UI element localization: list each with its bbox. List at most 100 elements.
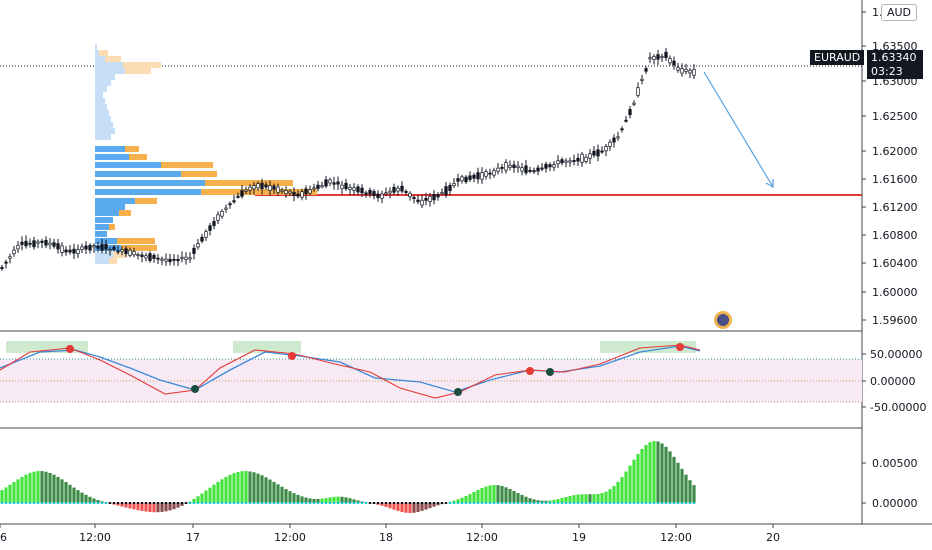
- zero-marker: [80, 502, 84, 504]
- histogram-bar: [480, 488, 484, 503]
- forecast-arrow[interactable]: [703, 71, 774, 188]
- time-tick-label: 12:00: [466, 531, 498, 544]
- candle-body: [60, 245, 64, 253]
- candle-body: [692, 69, 696, 76]
- candle-body: [564, 160, 568, 163]
- histogram-bar: [476, 489, 480, 503]
- candle-body: [680, 68, 684, 74]
- candle-body: [36, 241, 40, 244]
- zero-marker: [356, 502, 360, 504]
- zero-marker: [176, 502, 180, 504]
- zero-marker: [200, 502, 204, 504]
- zero-marker: [328, 502, 332, 504]
- histogram-bar: [300, 496, 304, 503]
- histogram-bar: [272, 481, 276, 503]
- zero-marker: [380, 502, 384, 504]
- currency-badge[interactable]: AUD: [880, 4, 917, 21]
- candle-body: [392, 186, 396, 193]
- candle-body: [508, 165, 512, 168]
- volume-profile-bar: [95, 98, 105, 104]
- histogram-bar: [560, 498, 564, 503]
- price-tick-label: 1.61200: [872, 201, 918, 214]
- candle-body: [56, 243, 60, 250]
- histogram-bar: [640, 448, 644, 503]
- zero-marker: [396, 502, 400, 504]
- candle-body: [180, 256, 184, 259]
- overbought-zone: [233, 341, 301, 353]
- volume-profile-bar: [95, 217, 113, 223]
- candle-body: [576, 157, 580, 162]
- candle-body: [424, 197, 428, 201]
- price-axis[interactable]: 1.61.635001.630001.625001.620001.616001.…: [862, 6, 918, 327]
- cross-signal-dot: [288, 352, 296, 360]
- time-tick-label: 12:00: [79, 531, 111, 544]
- candle-body: [148, 253, 152, 261]
- zero-marker: [76, 502, 80, 504]
- gear-icon[interactable]: [714, 311, 732, 329]
- histogram-bar: [88, 496, 92, 503]
- zero-marker: [4, 502, 8, 504]
- zero-marker: [444, 502, 448, 504]
- zero-marker: [412, 502, 416, 504]
- zero-marker: [392, 502, 396, 504]
- candle-body: [304, 188, 308, 195]
- histogram-bar: [240, 471, 244, 503]
- volume-profile-bar: [95, 122, 113, 128]
- candle-body: [632, 102, 636, 105]
- time-axis[interactable]: 6 12:00 17 12:00 18 12:00 19 12:00 20: [0, 524, 780, 544]
- zero-marker: [24, 502, 28, 504]
- histogram-bar: [652, 441, 656, 503]
- zero-marker: [292, 502, 296, 504]
- histogram-bar: [432, 503, 436, 507]
- zero-marker: [8, 502, 12, 504]
- oscillator-axis[interactable]: 50.00000 0.00000 -50.00000: [862, 348, 926, 414]
- candle-body: [628, 109, 632, 116]
- histogram-bar: [248, 471, 252, 503]
- histogram-series: [0, 441, 696, 513]
- histogram-bar: [28, 472, 32, 503]
- zero-marker: [56, 502, 60, 504]
- candle-body: [660, 56, 664, 59]
- histogram-bar: [596, 493, 600, 503]
- histogram-bar: [352, 499, 356, 503]
- zero-marker: [40, 502, 44, 504]
- candle-body: [408, 192, 412, 198]
- zero-marker: [360, 502, 364, 504]
- candle-body: [208, 225, 212, 231]
- zero-marker: [16, 502, 20, 504]
- candle-body: [52, 242, 56, 247]
- candle-body: [28, 242, 32, 245]
- zero-marker: [584, 502, 588, 504]
- candle-body: [288, 190, 292, 194]
- zero-marker: [684, 502, 688, 504]
- histogram-bar: [488, 485, 492, 503]
- zero-marker: [308, 502, 312, 504]
- zero-marker: [500, 502, 504, 504]
- zero-marker: [516, 502, 520, 504]
- candle-body: [108, 249, 112, 252]
- histogram-bar: [204, 490, 208, 503]
- histogram-axis[interactable]: 0.00500 0.00000: [862, 457, 918, 510]
- volume-profile-bar: [95, 92, 103, 98]
- zero-marker: [688, 502, 692, 504]
- volume-profile-bar: [181, 171, 217, 177]
- zero-marker: [416, 502, 420, 504]
- candle-body: [532, 170, 536, 173]
- zero-marker: [612, 502, 616, 504]
- candle-body: [184, 256, 188, 260]
- zero-marker: [332, 502, 336, 504]
- zero-marker: [288, 502, 292, 504]
- candle-body: [536, 167, 540, 172]
- zero-marker: [48, 502, 52, 504]
- histogram-bar: [396, 503, 400, 511]
- zero-marker: [424, 502, 428, 504]
- zero-marker: [608, 502, 612, 504]
- zero-marker: [44, 502, 48, 504]
- candle-body: [308, 189, 312, 194]
- zero-marker: [300, 502, 304, 504]
- histogram-bar: [40, 471, 44, 503]
- cross-signal-dot: [454, 388, 462, 396]
- zero-marker: [692, 502, 696, 504]
- zero-marker: [632, 502, 636, 504]
